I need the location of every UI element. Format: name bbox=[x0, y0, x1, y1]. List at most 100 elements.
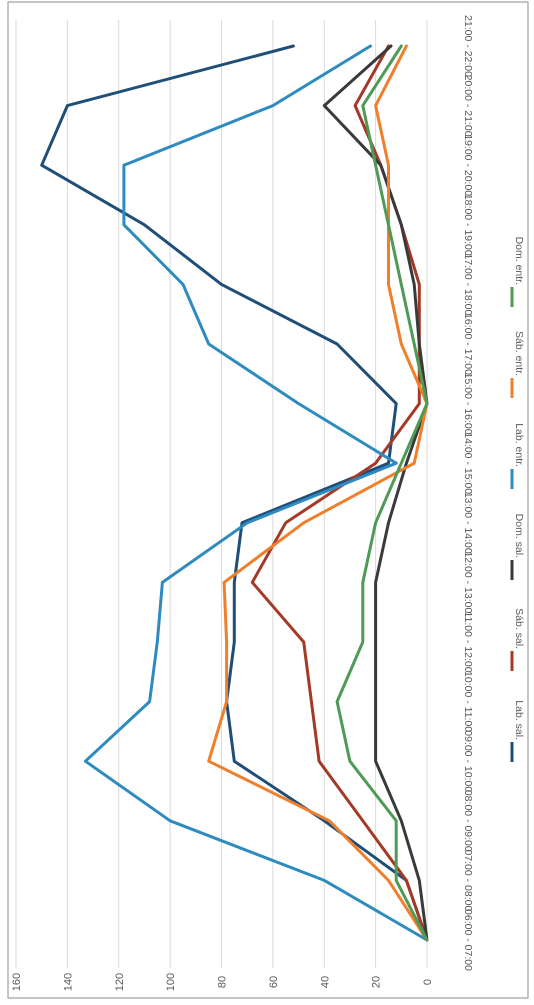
y-tick-label: 60 bbox=[268, 976, 280, 988]
data-point bbox=[418, 283, 421, 286]
x-tick-label: 17:00 - 18:00 bbox=[462, 253, 474, 315]
data-point bbox=[207, 342, 210, 346]
data-point bbox=[405, 44, 408, 48]
data-point bbox=[361, 819, 364, 822]
data-point bbox=[387, 521, 390, 524]
data-point bbox=[361, 581, 364, 584]
data-point bbox=[400, 462, 403, 465]
series-line-4 bbox=[207, 44, 429, 942]
data-point bbox=[387, 164, 390, 167]
data-point bbox=[233, 760, 236, 763]
data-point bbox=[122, 223, 126, 226]
data-point bbox=[400, 283, 403, 286]
data-point bbox=[395, 879, 398, 882]
x-tick-label: 15:00 - 16:00 bbox=[462, 373, 474, 435]
data-point bbox=[389, 44, 393, 48]
data-point bbox=[328, 819, 331, 822]
data-point bbox=[405, 462, 408, 465]
data-point bbox=[418, 342, 421, 346]
legend-label: Sáb. entr. bbox=[513, 331, 525, 376]
series-line-3 bbox=[83, 44, 429, 942]
data-point bbox=[413, 283, 416, 286]
data-point bbox=[348, 760, 352, 763]
series-line-1 bbox=[250, 44, 429, 942]
y-tick-label: 40 bbox=[319, 976, 331, 988]
data-point bbox=[181, 283, 185, 286]
data-point bbox=[387, 879, 390, 882]
data-point bbox=[233, 640, 236, 644]
data-point bbox=[369, 44, 372, 48]
data-point bbox=[156, 640, 159, 644]
data-point bbox=[395, 819, 398, 822]
data-point bbox=[233, 581, 236, 584]
x-tick-label: 21:00 - 22:00 bbox=[462, 15, 474, 77]
data-point bbox=[84, 760, 87, 763]
data-point bbox=[302, 640, 305, 644]
legend-label: Dom. sal. bbox=[513, 514, 525, 558]
data-point bbox=[323, 879, 326, 882]
data-point bbox=[374, 581, 377, 584]
data-point bbox=[168, 819, 172, 822]
y-tick-label: 100 bbox=[165, 973, 177, 991]
data-point bbox=[400, 342, 403, 346]
legend-label: Lab. sal. bbox=[513, 700, 525, 740]
y-tick-label: 160 bbox=[11, 973, 23, 991]
data-point bbox=[297, 402, 300, 405]
data-point bbox=[271, 104, 275, 107]
series-line-5 bbox=[335, 44, 429, 942]
y-tick-label: 0 bbox=[422, 979, 434, 985]
legend-label: Dom. entr. bbox=[513, 237, 525, 285]
data-point bbox=[418, 879, 421, 882]
data-point bbox=[225, 700, 228, 703]
x-tick-label: 06:00 - 07:00 bbox=[462, 909, 474, 971]
legend-label: Sáb. sal. bbox=[513, 608, 525, 649]
data-point bbox=[317, 760, 321, 763]
x-tick-label: 13:00 - 14:00 bbox=[462, 492, 474, 554]
data-point bbox=[413, 462, 416, 465]
x-tick-label: 16:00 - 17:00 bbox=[462, 313, 474, 375]
data-point bbox=[335, 700, 339, 703]
data-point bbox=[387, 283, 390, 286]
data-point bbox=[413, 342, 416, 346]
y-tick-label: 140 bbox=[62, 973, 74, 991]
x-tick-label: 11:00 - 12:00 bbox=[462, 611, 474, 672]
data-point bbox=[400, 44, 403, 48]
x-tick-label: 10:00 - 11:00 bbox=[462, 671, 474, 732]
data-point bbox=[323, 104, 326, 107]
data-point bbox=[400, 223, 403, 226]
x-tick-label: 20:00 - 21:00 bbox=[462, 75, 474, 137]
gridlines bbox=[15, 20, 428, 968]
series-line-0 bbox=[40, 44, 429, 942]
data-point bbox=[310, 700, 313, 703]
data-point bbox=[353, 104, 357, 107]
y-tick-label: 80 bbox=[217, 976, 229, 988]
data-point bbox=[240, 521, 244, 524]
data-point bbox=[395, 402, 398, 405]
data-point bbox=[292, 44, 295, 48]
legend: Lab. sal. Sáb. sal. Dom. sal. Lab. entr. Sáb… bbox=[510, 237, 525, 762]
x-tick-label: 19:00 - 20:00 bbox=[462, 134, 474, 196]
x-tick-label: 14:00 - 15:00 bbox=[462, 432, 474, 494]
data-point bbox=[374, 640, 377, 644]
data-point bbox=[66, 104, 69, 107]
data-point bbox=[40, 164, 43, 167]
series-line-2 bbox=[322, 44, 429, 942]
data-point bbox=[222, 581, 226, 584]
data-point bbox=[361, 640, 364, 644]
x-tick-label: 18:00 - 19:00 bbox=[462, 194, 474, 256]
x-tick-label: 09:00 - 10:00 bbox=[462, 730, 474, 792]
data-point bbox=[395, 462, 398, 465]
data-point bbox=[251, 581, 254, 584]
data-point bbox=[400, 819, 403, 822]
data-point bbox=[374, 760, 377, 763]
data-point bbox=[361, 104, 364, 107]
data-point bbox=[387, 462, 390, 465]
data-point bbox=[335, 342, 339, 346]
data-point bbox=[425, 938, 429, 942]
data-point bbox=[374, 700, 377, 703]
data-point bbox=[143, 223, 146, 226]
data-point bbox=[225, 640, 228, 644]
